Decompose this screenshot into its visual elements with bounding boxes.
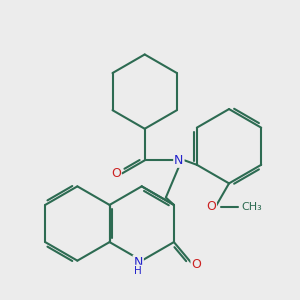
Text: O: O bbox=[206, 200, 216, 213]
Text: N: N bbox=[174, 154, 184, 167]
Text: O: O bbox=[191, 258, 201, 271]
Text: H: H bbox=[134, 266, 142, 276]
Text: CH₃: CH₃ bbox=[241, 202, 262, 212]
Text: O: O bbox=[111, 167, 121, 180]
Text: N: N bbox=[134, 256, 143, 269]
